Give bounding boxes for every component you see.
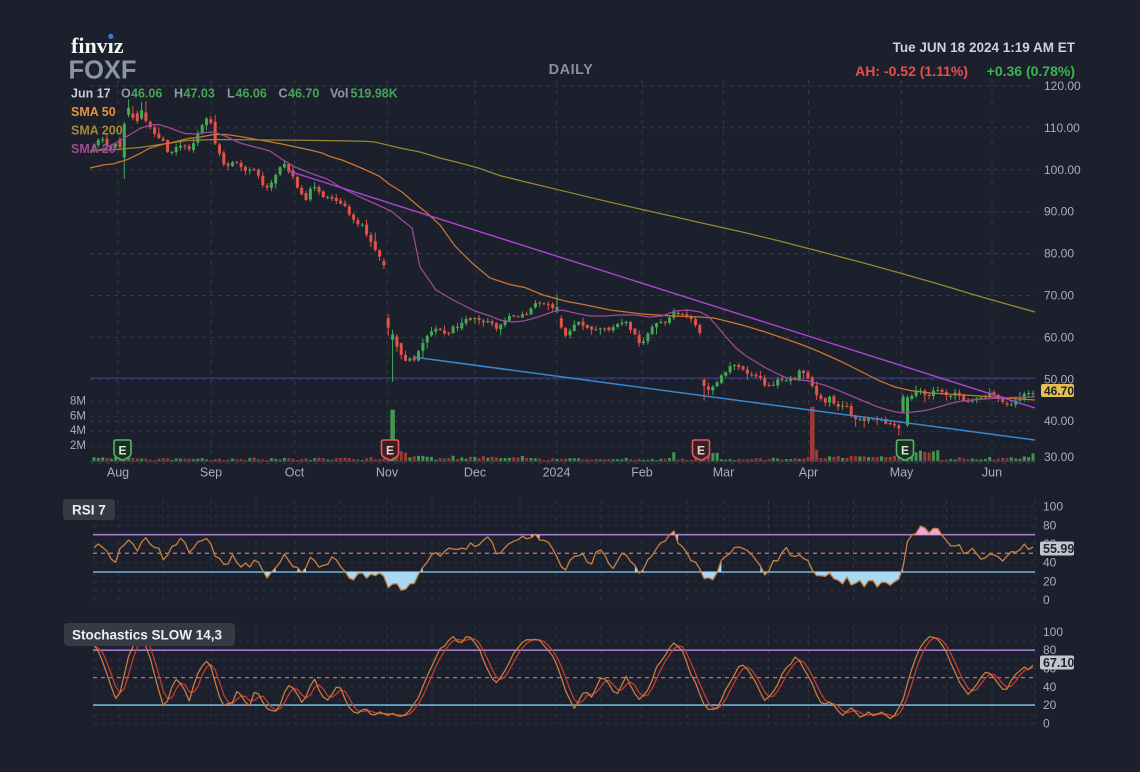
svg-text:Mar: Mar (713, 466, 735, 480)
svg-text:110.00: 110.00 (1044, 121, 1080, 135)
svg-text:90.00: 90.00 (1044, 205, 1074, 219)
svg-text:20: 20 (1043, 574, 1057, 588)
svg-text:DAILY: DAILY (549, 62, 594, 78)
svg-text:Nov: Nov (376, 466, 399, 480)
svg-text:Jun: Jun (982, 466, 1002, 480)
svg-text:E: E (901, 444, 909, 458)
svg-text:30.00: 30.00 (1044, 450, 1074, 464)
svg-text:Oct: Oct (285, 466, 305, 480)
svg-text:Aug: Aug (107, 466, 129, 480)
svg-text:40.00: 40.00 (1044, 414, 1074, 428)
svg-text:70.00: 70.00 (1044, 289, 1074, 303)
svg-text:2M: 2M (70, 440, 86, 452)
svg-text:Apr: Apr (799, 466, 818, 480)
svg-text:Sep: Sep (200, 466, 222, 480)
svg-text:8M: 8M (70, 396, 86, 408)
svg-text:E: E (697, 444, 705, 458)
svg-text:4M: 4M (70, 425, 86, 437)
svg-text:FOXF: FOXF (69, 57, 137, 85)
svg-text:46.70: 46.70 (1044, 384, 1074, 398)
svg-text:Feb: Feb (631, 466, 653, 480)
svg-text:May: May (890, 466, 914, 480)
svg-text:0: 0 (1043, 593, 1050, 607)
svg-text:67.10: 67.10 (1043, 656, 1074, 670)
svg-text:E: E (118, 444, 126, 458)
svg-text:120.00: 120.00 (1044, 79, 1081, 93)
svg-text:55.99: 55.99 (1043, 542, 1074, 556)
svg-text:20: 20 (1043, 698, 1057, 712)
svg-text:RSI 7: RSI 7 (72, 503, 106, 518)
svg-text:6M: 6M (70, 410, 86, 422)
svg-text:40: 40 (1043, 556, 1057, 570)
svg-text:Stochastics SLOW 14,3: Stochastics SLOW 14,3 (72, 628, 223, 643)
svg-text:100: 100 (1043, 625, 1063, 639)
svg-text:Tue JUN 18 2024 1:19 AM ET: Tue JUN 18 2024 1:19 AM ET (893, 40, 1076, 55)
svg-text:2024: 2024 (543, 466, 571, 480)
svg-text:SMA 200: SMA 200 (71, 124, 123, 138)
svg-text:finviz: finviz (71, 33, 124, 58)
svg-text:80.00: 80.00 (1044, 247, 1074, 261)
svg-text:SMA 20: SMA 20 (71, 142, 116, 156)
svg-text:50.00: 50.00 (1044, 372, 1074, 386)
svg-text:Dec: Dec (464, 466, 486, 480)
svg-text:100.00: 100.00 (1044, 163, 1081, 177)
svg-text:0: 0 (1043, 716, 1050, 730)
svg-text:SMA 50: SMA 50 (71, 105, 116, 119)
svg-text:E: E (386, 444, 394, 458)
svg-text:80: 80 (1043, 518, 1057, 532)
svg-text:80: 80 (1043, 643, 1057, 657)
svg-text:+0.36 (0.78%): +0.36 (0.78%) (987, 63, 1075, 79)
svg-text:40: 40 (1043, 680, 1057, 694)
svg-text:100: 100 (1043, 500, 1063, 514)
svg-text:60.00: 60.00 (1044, 330, 1074, 344)
svg-text:AH: -0.52 (1.11%): AH: -0.52 (1.11%) (855, 63, 968, 79)
